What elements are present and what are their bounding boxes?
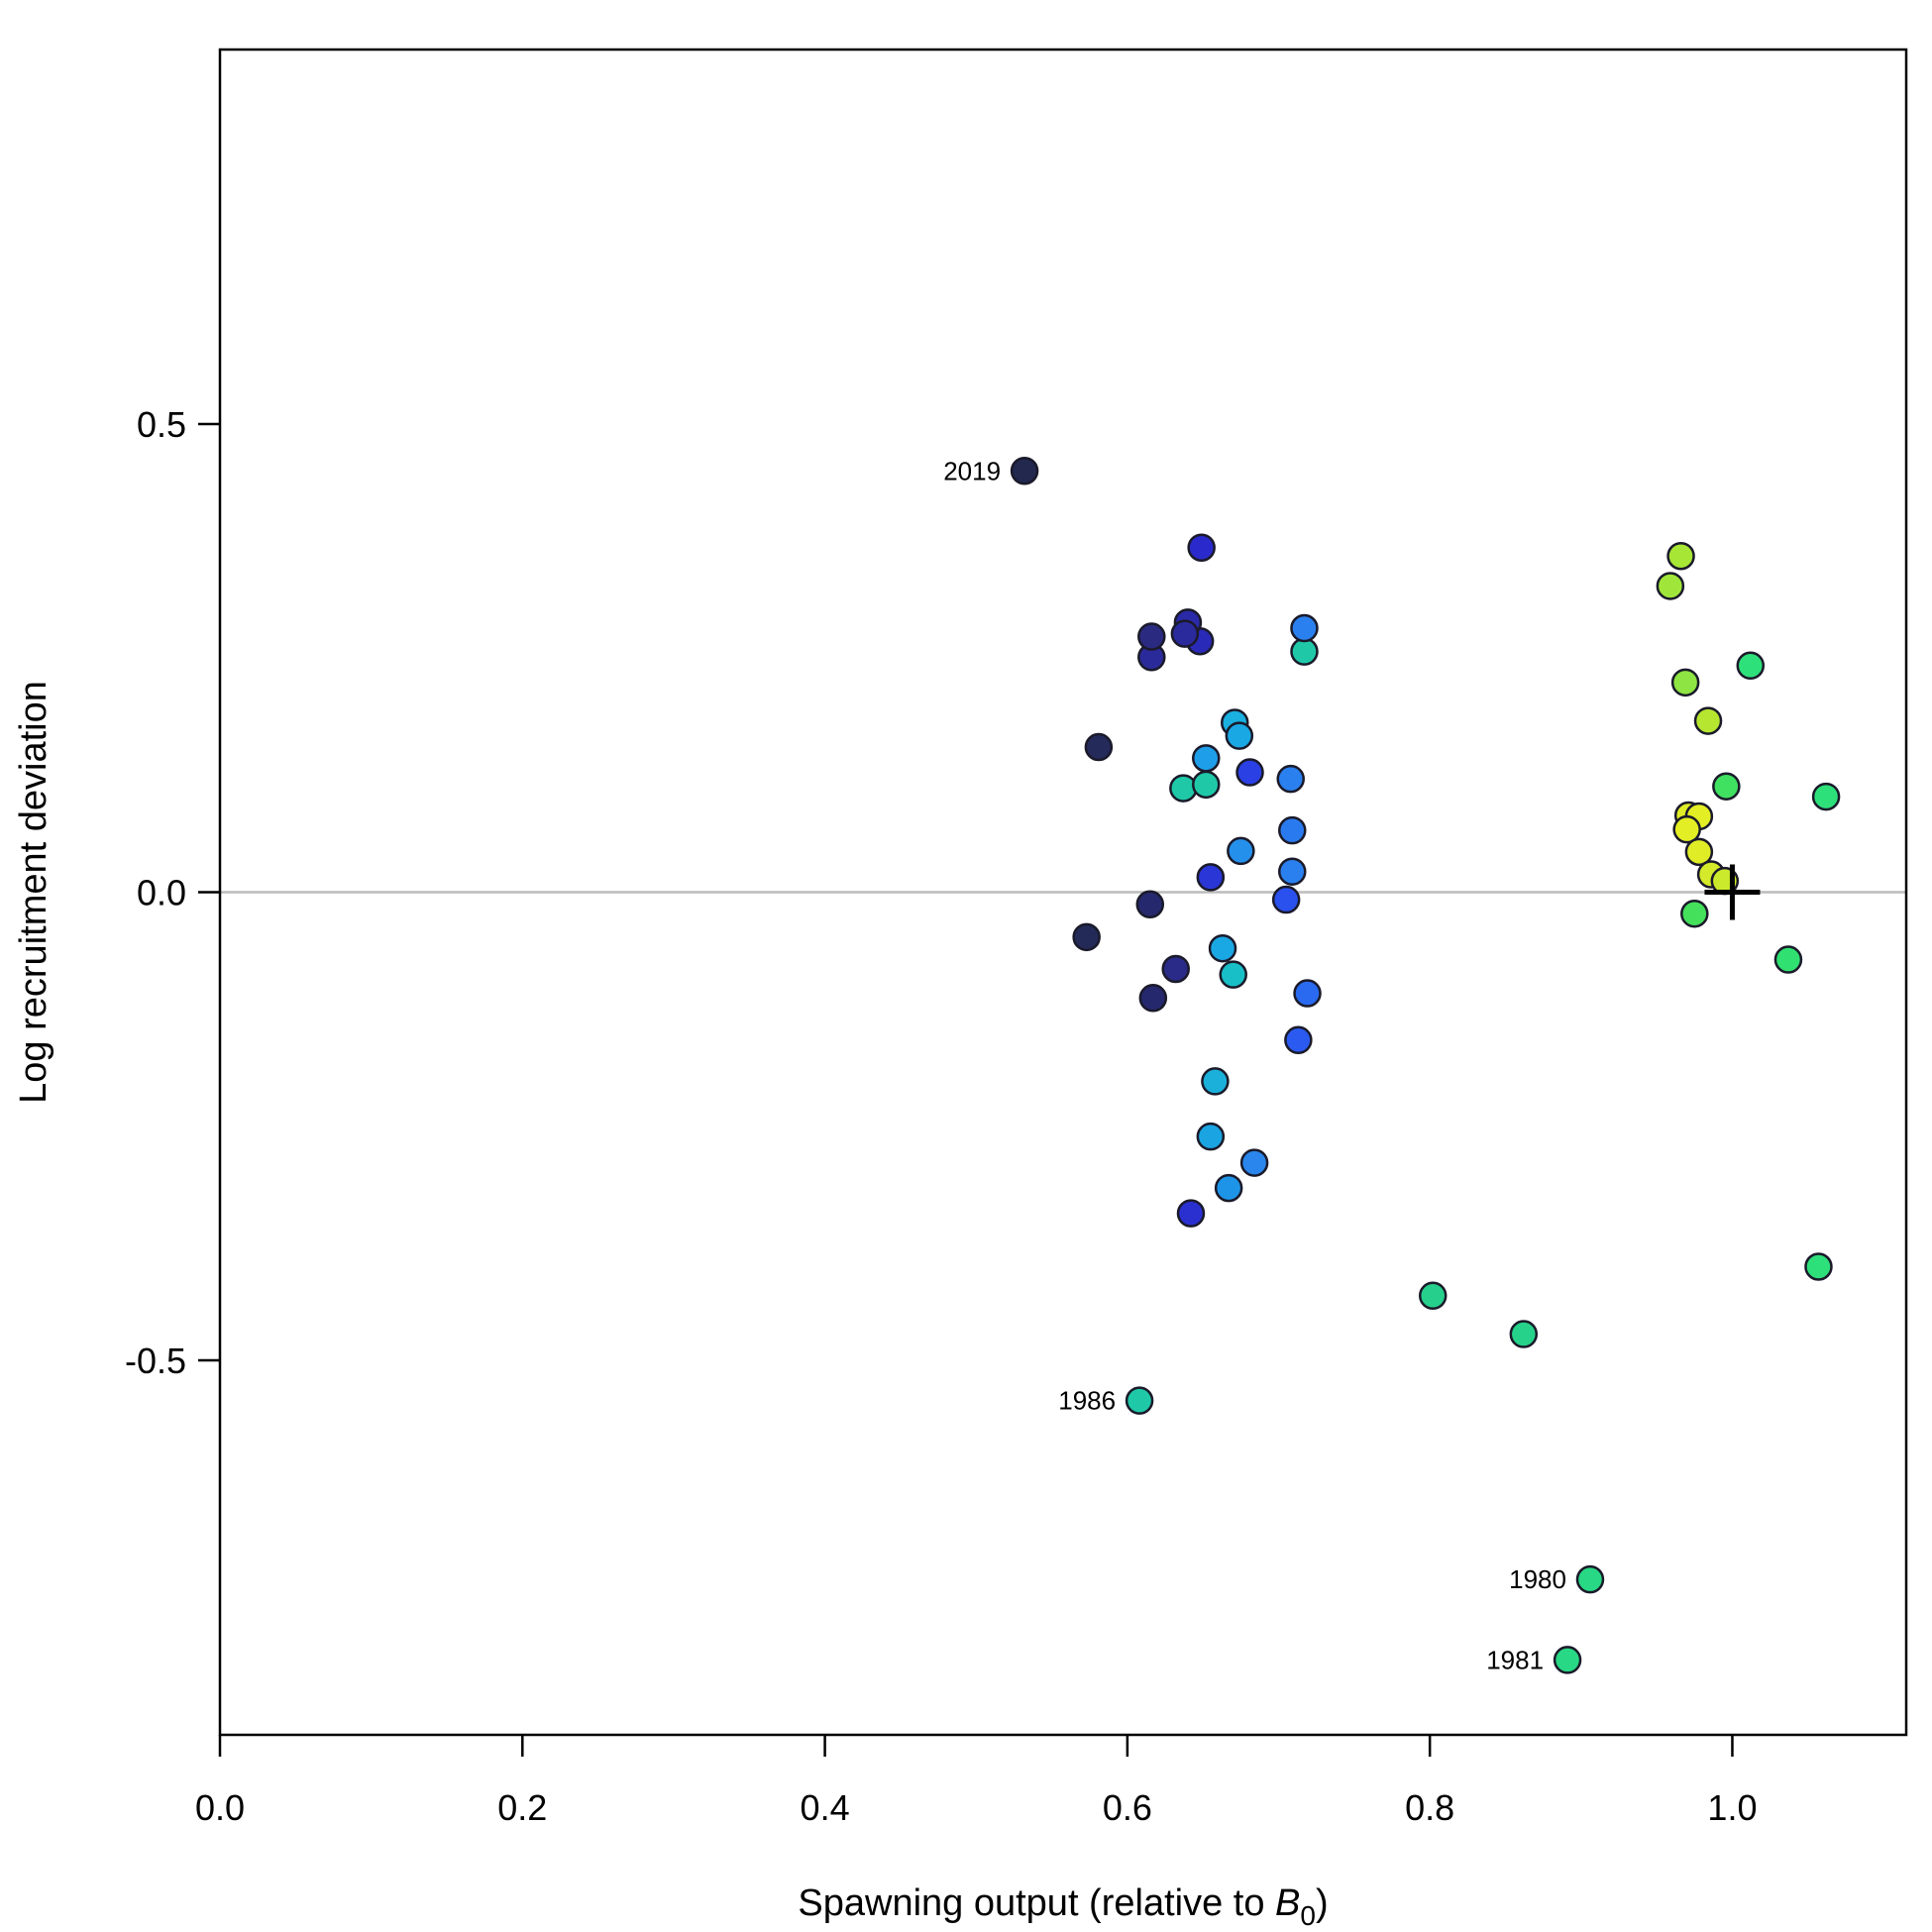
- data-point-18: [1208, 933, 1237, 963]
- data-point-7: [1509, 1320, 1539, 1348]
- data-point-15: [1196, 1122, 1226, 1151]
- data-point-6: [1553, 1646, 1582, 1674]
- b0-plus-marker: [1704, 864, 1761, 920]
- data-point-27: [1293, 979, 1322, 1008]
- data-point-21: [1192, 744, 1221, 773]
- data-point-1: [1736, 651, 1766, 681]
- data-point-20: [1225, 721, 1254, 750]
- data-point-25: [1276, 764, 1305, 794]
- data-point-41: [1138, 984, 1168, 1013]
- data-point-30: [1235, 758, 1264, 787]
- data-point-47: [1670, 668, 1700, 698]
- y-axis: 0.5 0.0 -0.5: [125, 404, 220, 1381]
- data-point-13: [1219, 960, 1247, 989]
- data-point-39: [1135, 890, 1165, 919]
- data-point-32: [1176, 1199, 1206, 1228]
- x-tick-label-2: 0.4: [801, 1787, 850, 1828]
- x-axis-title: Spawning output (relative to B0): [798, 1882, 1328, 1931]
- point-label-1981: 1981: [1486, 1645, 1544, 1674]
- x-axis-title-subscript: 0: [1300, 1900, 1316, 1931]
- data-point-3: [1773, 945, 1803, 974]
- data-point-36: [1170, 619, 1200, 648]
- data-point-33: [1187, 533, 1216, 562]
- data-point-48: [1693, 706, 1723, 735]
- data-point-40: [1161, 954, 1190, 984]
- data-point-46: [1656, 572, 1685, 600]
- x-tick-label-5: 1.0: [1707, 1787, 1757, 1828]
- data-point-51: [1672, 814, 1701, 844]
- data-point-31: [1196, 863, 1226, 892]
- data-point-0: [1811, 782, 1841, 811]
- data-point-4: [1804, 1252, 1833, 1281]
- y-tick-label-1: 0.0: [137, 873, 186, 913]
- data-point-2: [1712, 772, 1741, 801]
- data-point-38: [1137, 622, 1166, 651]
- x-axis-title-italic: B: [1275, 1882, 1300, 1924]
- y-tick-label-0: 0.5: [137, 404, 186, 445]
- point-label-1980: 1980: [1509, 1564, 1566, 1594]
- data-point-28: [1284, 1025, 1313, 1055]
- data-point-9: [1125, 1386, 1154, 1415]
- data-point-16: [1214, 1173, 1243, 1203]
- x-axis-title-tail: ): [1316, 1882, 1329, 1924]
- data-point-14: [1201, 1067, 1230, 1096]
- data-point-8: [1418, 1281, 1448, 1311]
- x-tick-label-0: 0.0: [195, 1787, 245, 1828]
- point-labels: 1980 1981 1986 2019: [943, 456, 1566, 1674]
- y-axis-title: Log recruitment deviation: [13, 681, 54, 1104]
- data-point-44: [1010, 457, 1039, 485]
- x-tick-label-3: 0.6: [1103, 1787, 1152, 1828]
- point-label-2019: 2019: [943, 456, 1001, 485]
- x-tick-label-4: 0.8: [1405, 1787, 1454, 1828]
- data-point-23: [1278, 815, 1307, 845]
- data-point-12: [1192, 770, 1221, 800]
- data-point-17: [1239, 1148, 1269, 1177]
- data-point-5: [1575, 1564, 1605, 1594]
- data-point-29: [1271, 885, 1301, 914]
- data-point-10: [1290, 637, 1319, 666]
- data-point-11: [1169, 774, 1198, 803]
- data-point-43: [1072, 922, 1101, 952]
- point-label-1986: 1986: [1058, 1386, 1116, 1416]
- y-tick-label-2: -0.5: [125, 1341, 186, 1381]
- x-axis: 0.0 0.2 0.4 0.6 0.8 1.0: [195, 1735, 1757, 1828]
- data-point-26: [1290, 613, 1319, 643]
- data-points: [1010, 457, 1841, 1674]
- data-point-22: [1227, 836, 1255, 866]
- x-tick-label-1: 0.2: [497, 1787, 547, 1828]
- data-point-55: [1680, 899, 1709, 928]
- x-axis-title-main: Spawning output (relative to: [798, 1882, 1275, 1924]
- data-point-52: [1684, 837, 1714, 867]
- data-point-42: [1084, 732, 1114, 762]
- data-point-24: [1278, 857, 1307, 886]
- data-point-45: [1666, 541, 1695, 571]
